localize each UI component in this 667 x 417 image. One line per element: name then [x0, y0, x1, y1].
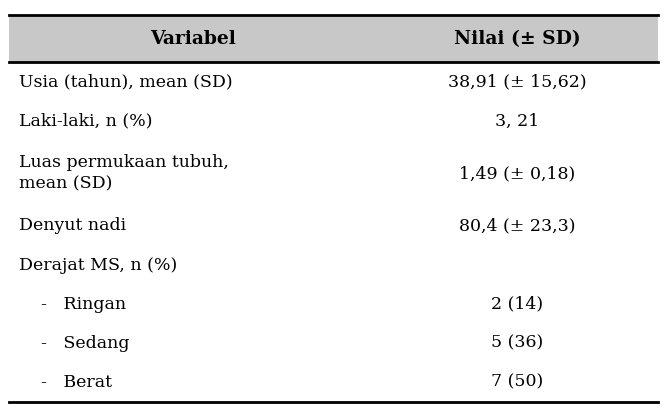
Text: Derajat MS, n (%): Derajat MS, n (%) — [19, 256, 177, 274]
Text: -   Berat: - Berat — [19, 374, 112, 391]
Text: 1,49 (± 0,18): 1,49 (± 0,18) — [459, 165, 575, 182]
Text: Variabel: Variabel — [150, 30, 236, 48]
Bar — [9, 15, 658, 63]
Text: 2 (14): 2 (14) — [491, 296, 543, 313]
Text: Usia (tahun), mean (SD): Usia (tahun), mean (SD) — [19, 73, 233, 90]
Text: 3, 21: 3, 21 — [495, 113, 539, 130]
Text: -   Ringan: - Ringan — [19, 296, 127, 313]
Text: Laki-laki, n (%): Laki-laki, n (%) — [19, 113, 153, 130]
Text: Luas permukaan tubuh,
mean (SD): Luas permukaan tubuh, mean (SD) — [19, 154, 229, 193]
Text: Nilai (± SD): Nilai (± SD) — [454, 30, 580, 48]
Text: 5 (36): 5 (36) — [491, 335, 543, 352]
Text: 7 (50): 7 (50) — [491, 374, 543, 391]
Text: -   Sedang: - Sedang — [19, 335, 130, 352]
Text: 80,4 (± 23,3): 80,4 (± 23,3) — [459, 218, 576, 234]
Text: Denyut nadi: Denyut nadi — [19, 218, 127, 234]
Text: 38,91 (± 15,62): 38,91 (± 15,62) — [448, 73, 586, 90]
